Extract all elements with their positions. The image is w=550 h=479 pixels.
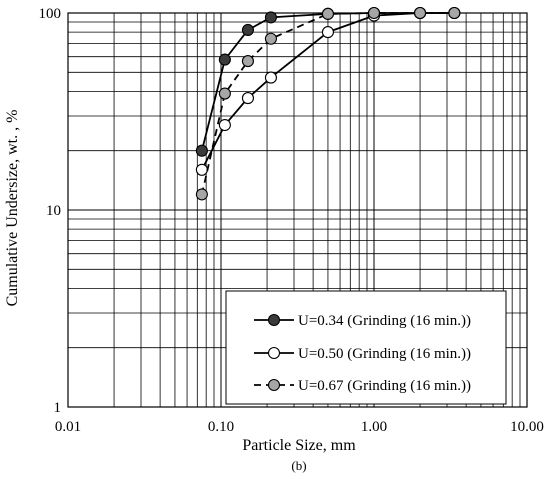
plot-frame: [67, 12, 528, 408]
plot-border: [67, 12, 528, 408]
legend-label: U=0.67 (Grinding (16 min.)): [298, 378, 471, 394]
y-tick-label: 1: [54, 400, 62, 416]
data-point: [448, 6, 461, 20]
legend-entry: U=0.67 (Grinding (16 min.)): [254, 378, 471, 394]
legend-marker: [267, 313, 281, 327]
legend-marker: [267, 346, 281, 360]
series-layer: [195, 6, 461, 201]
data-point: [218, 87, 231, 100]
y-axis-label: Cumulative Undersize, wt. , %: [4, 110, 21, 307]
data-point: [195, 144, 208, 157]
x-axis-label: Particle Size, mm: [242, 437, 356, 454]
series-3: [195, 6, 461, 201]
data-point: [414, 6, 427, 20]
data-point: [264, 71, 277, 84]
data-point: [367, 6, 381, 20]
legend: U=0.34 (Grinding (16 min.)) U=0.50 (Grind…: [225, 290, 507, 405]
legend-label: U=0.50 (Grinding (16 min.)): [298, 346, 471, 362]
legend-entry: U=0.34 (Grinding (16 min.)): [254, 313, 471, 329]
data-point: [195, 163, 208, 176]
data-point: [321, 7, 334, 20]
legend-entry: U=0.50 (Grinding (16 min.)): [254, 346, 471, 362]
series-line: [201, 12, 455, 195]
tick-labels: 0.01 0.10 1.00 10.00 1 10 100: [39, 6, 544, 435]
y-tick-label: 10: [46, 203, 61, 219]
figure-caption: (b): [291, 458, 306, 473]
data-point: [218, 118, 231, 132]
x-tick-label: 0.10: [208, 419, 234, 435]
x-tick-label: 1.00: [361, 419, 387, 435]
data-point: [241, 23, 254, 37]
data-point: [264, 11, 277, 24]
legend-label: U=0.34 (Grinding (16 min.)): [298, 313, 471, 329]
data-point: [218, 53, 231, 66]
y-tick-label: 100: [39, 6, 62, 22]
x-tick-label: 10.00: [510, 419, 544, 435]
x-tick-label: 0.01: [55, 419, 81, 435]
data-point: [241, 92, 254, 105]
data-point: [195, 188, 208, 201]
data-point: [264, 32, 277, 45]
legend-marker: [267, 378, 281, 392]
data-point: [241, 55, 254, 68]
data-point: [321, 26, 334, 39]
